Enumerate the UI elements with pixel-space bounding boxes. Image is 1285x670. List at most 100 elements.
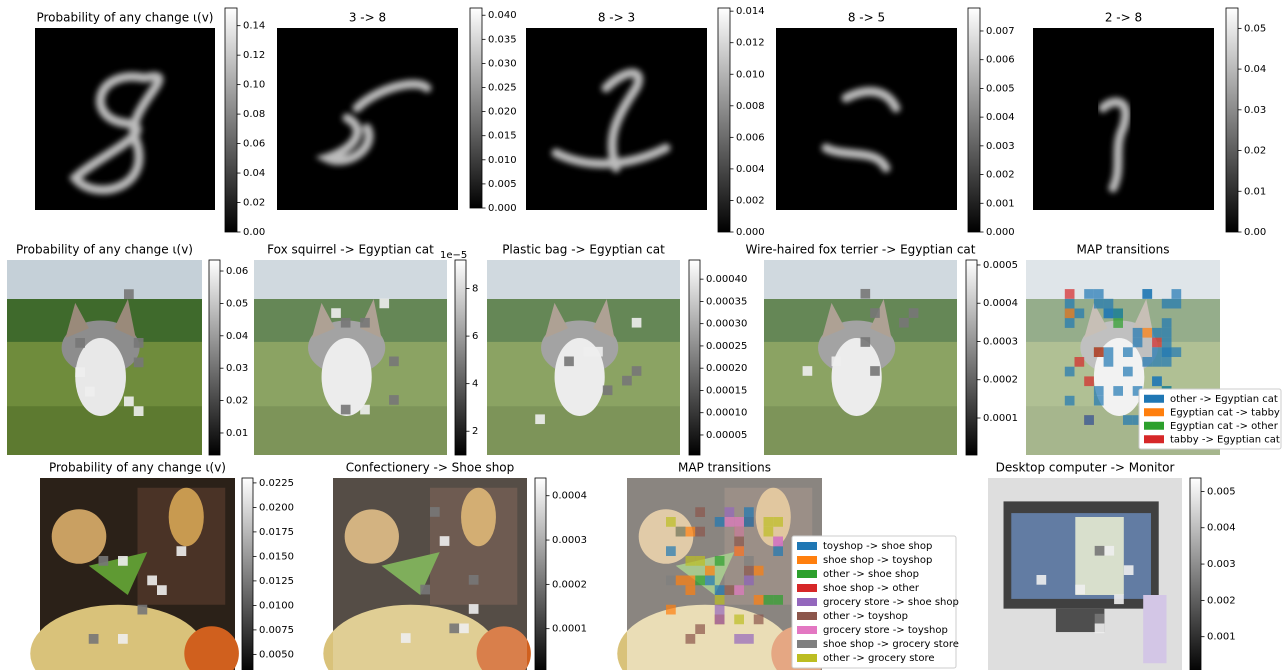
- pixel-patch: [124, 397, 134, 407]
- pixel-patch: [1104, 357, 1114, 367]
- hair: [169, 488, 204, 547]
- legend-swatch: [797, 640, 817, 648]
- pixel-patch: [1142, 357, 1152, 367]
- colorbar-tick-label: 0.00: [243, 227, 265, 238]
- pixel-patch: [725, 585, 735, 595]
- pixel-patch: [666, 546, 676, 556]
- colorbar-tick-label: 8: [472, 284, 478, 295]
- pixel-patch: [1065, 289, 1075, 299]
- pixel-patch: [1152, 347, 1162, 357]
- image-region: [776, 28, 957, 210]
- pixel-patch: [75, 338, 85, 348]
- colorbar-tick-label: 0.000: [488, 203, 517, 214]
- pixel-patch: [715, 517, 725, 527]
- colorbar-tick-label: 0.14: [243, 21, 265, 32]
- legend-swatch: [797, 542, 817, 550]
- pixel-patch: [686, 556, 696, 566]
- colorbar-tick-label: 0.00040: [706, 274, 747, 285]
- pixel-patch: [909, 308, 919, 318]
- pixel-patch: [1123, 367, 1133, 377]
- legend-swatch: [1144, 408, 1164, 416]
- colorbar-tick-label: 0.002: [986, 170, 1015, 181]
- pixel-patch: [134, 338, 144, 348]
- pixel-patch: [686, 527, 696, 537]
- pixel-patch: [1133, 338, 1143, 348]
- pixel-patch: [89, 634, 99, 644]
- pixel-patch: [1084, 376, 1094, 386]
- legend-swatch: [797, 626, 817, 634]
- pixel-patch: [1124, 565, 1134, 575]
- panel: Probability of any change ι(v)0.010.020.…: [7, 243, 248, 456]
- pixel-patch: [622, 376, 632, 386]
- pixel-patch: [1037, 575, 1047, 585]
- pixel-patch: [861, 289, 871, 299]
- pixel-patch: [1104, 546, 1114, 556]
- colorbar-tick-label: 0.01: [1244, 186, 1266, 197]
- image-region: [487, 260, 680, 455]
- colorbar-tick-label: 0.00010: [706, 408, 747, 419]
- pixel-patch: [754, 615, 764, 625]
- colorbar-tick-label: 0.040: [488, 10, 517, 21]
- pixel-patch: [764, 527, 774, 537]
- pixel-patch: [1075, 309, 1085, 319]
- pixel-patch: [870, 366, 880, 376]
- colorbar: [535, 478, 546, 670]
- colorbar-tick-label: 0.012: [736, 38, 765, 49]
- colorbar-tick-label: 0.02: [243, 198, 265, 209]
- colorbar-tick-label: 0.06: [243, 139, 265, 150]
- pixel-patch: [725, 507, 735, 517]
- colorbar-offset: 1e−5: [440, 250, 467, 261]
- panel: Probability of any change ι(v)0.00500.00…: [30, 461, 294, 670]
- colorbar-tick-label: 0.0001: [983, 413, 1018, 424]
- pixel-patch: [360, 318, 370, 328]
- colorbar: [209, 260, 220, 455]
- panel: 8 -> 50.0000.0010.0020.0030.0040.0050.00…: [776, 8, 1015, 238]
- colorbar: [966, 260, 977, 455]
- pixel-patch: [764, 517, 774, 527]
- pixel-patch: [1172, 299, 1182, 309]
- panel: MAP transitionsother -> Egyptian catEgyp…: [1026, 243, 1281, 456]
- legend-swatch: [1144, 422, 1164, 430]
- panel-title: Confectionery -> Shoe shop: [346, 461, 515, 475]
- colorbar-tick-label: 0.0003: [552, 535, 587, 546]
- pixel-patch: [564, 357, 574, 367]
- pixel-patch: [666, 605, 676, 615]
- colorbar: [1190, 478, 1201, 670]
- image-region: [333, 478, 527, 670]
- colorbar-tick-label: 0.002: [736, 195, 765, 206]
- image-region: [988, 478, 1182, 670]
- pixel-patch: [734, 615, 744, 625]
- colorbar-tick-label: 0.0175: [259, 527, 294, 538]
- panel-title: Probability of any change ι(v): [49, 461, 226, 475]
- colorbar-tick-label: 0.006: [986, 55, 1015, 66]
- pixel-patch: [389, 395, 399, 405]
- pixel-patch: [686, 585, 696, 595]
- colorbar-tick-label: 0.004: [1207, 523, 1236, 534]
- legend-label: shoe shop -> other: [823, 583, 920, 594]
- pixel-patch: [734, 585, 744, 595]
- legend-swatch: [797, 570, 817, 578]
- legend-label: other -> grocery store: [823, 653, 935, 664]
- colorbar-tick-label: 2: [472, 426, 478, 437]
- legend-label: shoe shop -> grocery store: [823, 639, 959, 650]
- pixel-patch: [177, 546, 187, 556]
- panel: Fox squirrel -> Egyptian cat24681e−5: [254, 243, 478, 456]
- colorbar-tick-label: 0.010: [736, 69, 765, 80]
- panel-title: Wire-haired fox terrier -> Egyptian cat: [745, 243, 975, 257]
- pixel-patch: [734, 546, 744, 556]
- colorbar-tick-label: 0.0225: [259, 478, 294, 489]
- panel-title: Fox squirrel -> Egyptian cat: [267, 243, 434, 257]
- legend-label: other -> shoe shop: [823, 569, 919, 580]
- colorbar-tick-label: 0.025: [488, 83, 517, 94]
- pixel-patch: [715, 585, 725, 595]
- legend-swatch: [1144, 435, 1164, 443]
- pixel-patch: [1114, 594, 1124, 604]
- hat: [52, 509, 107, 564]
- legend-swatch: [797, 598, 817, 606]
- pixel-patch: [124, 289, 134, 299]
- panel-title: Desktop computer -> Monitor: [996, 461, 1175, 475]
- colorbar-tick-label: 0.04: [226, 331, 248, 342]
- colorbar-tick-label: 0.035: [488, 34, 517, 45]
- pixel-patch: [1065, 309, 1075, 319]
- pixel-patch: [341, 405, 351, 415]
